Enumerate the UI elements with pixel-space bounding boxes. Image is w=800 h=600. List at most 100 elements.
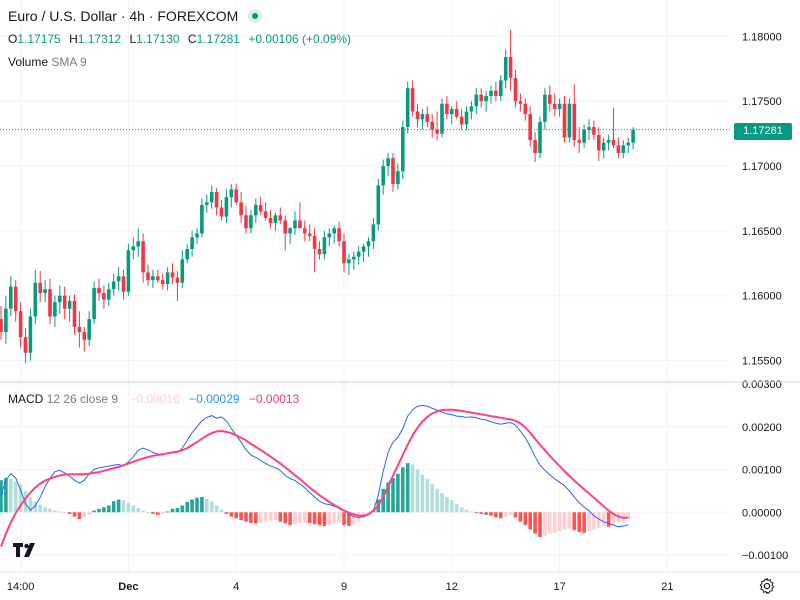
- candle: [430, 114, 434, 138]
- candle-body: [552, 103, 557, 109]
- symbol-title[interactable]: Euro / U.S. Dollar · 4h · FOREXCOM: [8, 8, 239, 24]
- candle: [234, 184, 238, 205]
- candle: [352, 251, 356, 270]
- gear-icon[interactable]: [758, 577, 776, 595]
- candle: [606, 134, 611, 151]
- price-axis-tick: 1.16000: [742, 291, 782, 303]
- macd-histogram-bar: [582, 512, 586, 533]
- candle: [557, 98, 562, 117]
- macd-histogram-bar: [454, 503, 459, 513]
- candle-body: [278, 215, 283, 221]
- price-pane[interactable]: [0, 29, 730, 364]
- macd-histogram-bar: [205, 498, 209, 513]
- candle: [513, 70, 518, 108]
- candle-body: [23, 337, 28, 353]
- volume-label[interactable]: Volume: [8, 55, 49, 69]
- candle: [342, 233, 346, 273]
- macd-histogram-bar: [401, 467, 405, 513]
- macd-axis-tick: 0.00300: [742, 379, 782, 391]
- candle-body: [631, 129, 635, 143]
- candle: [131, 237, 136, 260]
- price-axis-tick: 1.16500: [742, 226, 782, 238]
- macd-histogram-bar: [494, 512, 498, 518]
- ohlc-close-value: 1.17281: [196, 32, 240, 46]
- candle: [592, 120, 596, 141]
- candle: [366, 237, 371, 257]
- candle-body: [18, 311, 23, 338]
- candle-body: [523, 103, 528, 115]
- macd-histogram-bar: [347, 512, 351, 526]
- macd-histogram-bar: [38, 504, 42, 513]
- candle-body: [352, 256, 356, 260]
- macd-histogram-bar: [288, 512, 292, 526]
- candle: [567, 98, 572, 143]
- candle-body: [415, 111, 420, 120]
- candle-body: [469, 106, 474, 112]
- grid-lines: [0, 0, 730, 572]
- macd-histogram-bar: [244, 512, 248, 522]
- candle: [87, 311, 91, 347]
- candle: [156, 269, 160, 283]
- tradingview-logo-icon[interactable]: [12, 541, 38, 559]
- macd-histogram-bar: [97, 508, 101, 513]
- macd-histogram-bar: [567, 512, 572, 529]
- macd-histogram-bar: [601, 512, 606, 526]
- candle-body: [454, 108, 459, 117]
- ohlc-open-key: O: [8, 32, 18, 46]
- macd-histogram-bar: [425, 478, 430, 513]
- candle-body: [371, 224, 376, 242]
- time-axis-tick: 14:00: [7, 581, 35, 593]
- macd-histogram-bar: [489, 512, 493, 516]
- candle-body: [87, 319, 91, 340]
- candle-body: [474, 94, 479, 107]
- macd-histogram-bar: [430, 484, 434, 513]
- candle-body: [356, 251, 361, 257]
- candle: [102, 285, 106, 309]
- candle-body: [185, 249, 189, 260]
- candle-body: [307, 233, 312, 237]
- candle-body: [611, 140, 616, 146]
- macd-histogram-bar: [503, 512, 508, 517]
- macd-histogram-bar: [180, 505, 185, 513]
- candle-body: [489, 90, 493, 96]
- candle: [23, 328, 28, 364]
- macd-histogram-bar: [175, 508, 180, 513]
- candle: [371, 217, 376, 250]
- candle: [518, 93, 523, 112]
- macd-histogram-bar: [469, 511, 474, 513]
- candle-body: [548, 94, 552, 104]
- candle-body: [450, 108, 454, 115]
- candle-body: [601, 142, 606, 151]
- macd-histogram-bar: [121, 500, 126, 513]
- volume-legend[interactable]: Volume SMA 9: [8, 55, 87, 69]
- candle-body: [58, 295, 62, 303]
- candle: [278, 207, 283, 225]
- macd-histogram-bar: [219, 509, 224, 513]
- candle: [92, 281, 96, 325]
- macd-pane[interactable]: [0, 404, 630, 547]
- macd-histogram-bar: [484, 512, 488, 515]
- candle: [601, 137, 606, 159]
- candle-body: [141, 241, 145, 273]
- chart-title[interactable]: Euro / U.S. Dollar · 4h · FOREXCOM: [8, 8, 263, 24]
- macd-histogram-bar: [577, 512, 581, 532]
- candle: [67, 295, 72, 322]
- macd-label[interactable]: MACD: [8, 392, 44, 406]
- ohlc-high-value: 1.17312: [77, 32, 122, 46]
- candle-body: [239, 202, 243, 216]
- macd-histogram-bar: [165, 511, 170, 513]
- time-axis-tick: Dec: [118, 581, 138, 593]
- candle-body: [254, 204, 258, 216]
- candle: [376, 178, 381, 231]
- candle-body: [572, 103, 577, 141]
- candle: [611, 107, 616, 148]
- price-axis-tick: 1.17500: [742, 96, 782, 108]
- candle-body: [111, 281, 116, 290]
- candle-body: [92, 287, 96, 320]
- candle: [391, 153, 395, 192]
- candle: [499, 75, 503, 102]
- macd-signal-line: [0, 408, 629, 547]
- macd-legend[interactable]: MACD 12 26 close 9 −0.00016 −0.00029 −0.…: [8, 392, 299, 406]
- macd-histogram-bar: [572, 512, 577, 531]
